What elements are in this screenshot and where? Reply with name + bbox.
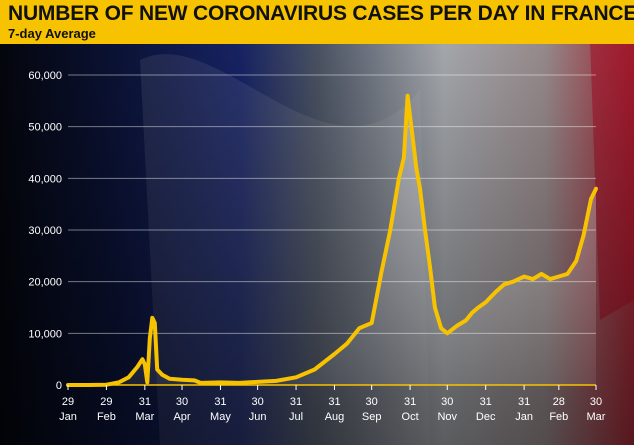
x-tick-month: Apr — [173, 411, 190, 423]
y-tick-label: 10,000 — [28, 328, 62, 340]
x-axis: 29 Jan 29 Feb 31 Mar 30 Apr 31 May 30 Jun 31 Jul 31 Aug… — [59, 385, 606, 423]
x-tick-day: 28 — [553, 396, 565, 408]
x-tick-day: 29 — [62, 396, 74, 408]
y-tick-label: 40,000 — [28, 173, 62, 185]
x-tick-month: Dec — [476, 411, 496, 423]
x-tick-month: Jun — [249, 411, 267, 423]
x-tick-day: 31 — [139, 396, 151, 408]
x-tick-month: Sep — [362, 411, 382, 423]
y-tick-label: 0 — [56, 380, 62, 392]
y-tick-label: 50,000 — [28, 122, 62, 134]
x-tick-day: 30 — [366, 396, 378, 408]
x-tick-month: Nov — [437, 411, 457, 423]
x-tick-day: 31 — [480, 396, 492, 408]
x-tick-day: 30 — [590, 396, 602, 408]
x-tick-day: 31 — [404, 396, 416, 408]
x-tick-month: Oct — [402, 411, 419, 423]
y-tick-label: 20,000 — [28, 277, 62, 289]
x-tick-day: 31 — [214, 396, 226, 408]
x-tick-month: Mar — [587, 411, 606, 423]
x-tick-month: Aug — [325, 411, 345, 423]
x-tick-month: Feb — [97, 411, 116, 423]
cases-line — [66, 93, 598, 387]
x-tick-month: May — [210, 411, 231, 423]
x-tick-month: Jan — [59, 411, 77, 423]
x-tick-day: 31 — [290, 396, 302, 408]
x-tick-day: 30 — [176, 396, 188, 408]
y-tick-label: 30,000 — [28, 225, 62, 237]
x-tick-day: 30 — [252, 396, 264, 408]
chart-header: NUMBER OF NEW CORONAVIRUS CASES PER DAY … — [0, 0, 634, 44]
x-tick-day: 30 — [441, 396, 453, 408]
x-tick-month: Mar — [135, 411, 154, 423]
chart-title: NUMBER OF NEW CORONAVIRUS CASES PER DAY … — [8, 2, 634, 25]
x-tick-month: Jan — [515, 411, 533, 423]
x-tick-day: 29 — [100, 396, 112, 408]
y-axis: 0 10,000 20,000 30,000 40,000 50,000 60,000 — [28, 70, 62, 392]
y-tick-label: 60,000 — [28, 70, 62, 82]
cases-area — [68, 95, 596, 385]
chart-subtitle: 7-day Average — [8, 26, 96, 41]
x-tick-day: 31 — [328, 396, 340, 408]
x-tick-month: Feb — [549, 411, 568, 423]
x-tick-day: 31 — [518, 396, 530, 408]
x-tick-month: Jul — [289, 411, 303, 423]
